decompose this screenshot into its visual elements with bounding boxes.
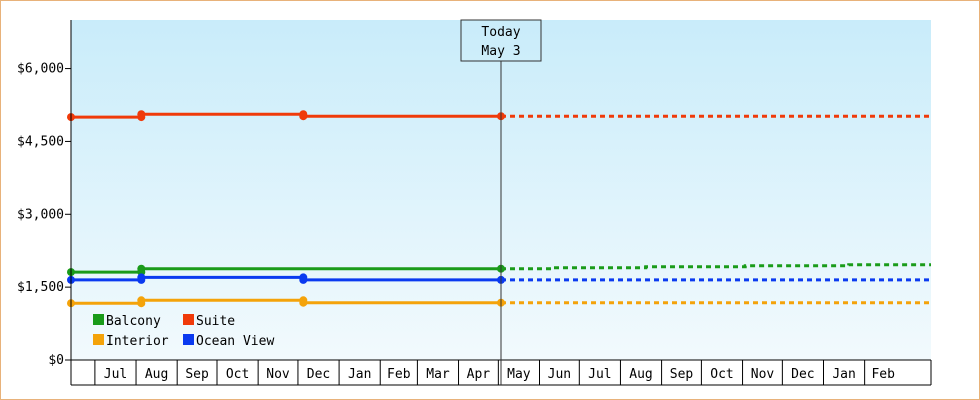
series-line-ocean-view: [71, 275, 501, 282]
series-line-suite: [71, 112, 501, 119]
month-label: Oct: [226, 367, 249, 382]
y-tick-label: $3,000: [17, 207, 64, 222]
month-label: Mar: [426, 367, 450, 382]
month-label: Nov: [266, 367, 290, 382]
legend-label-ocean-view: Ocean View: [196, 334, 274, 349]
month-label: Jan: [348, 367, 371, 382]
legend-swatch-ocean-view: [183, 334, 194, 345]
data-point: [299, 275, 308, 284]
series-line-interior: [71, 298, 501, 305]
month-label: Dec: [307, 367, 330, 382]
month-axis: Jul Aug Sep Oct Nov Dec Jan Feb Mar Apr May Jun Jul A…: [71, 360, 932, 386]
today-label-line1: Today: [481, 25, 520, 40]
series-ocean-view: [67, 273, 931, 284]
legend-label-interior: Interior: [106, 334, 169, 349]
legend-swatch-suite: [183, 314, 194, 325]
data-point: [137, 264, 146, 273]
legend-label-suite: Suite: [196, 314, 235, 329]
series-forecast-balcony: [501, 263, 931, 271]
data-point: [137, 296, 146, 305]
month-label: Apr: [467, 367, 491, 382]
legend-label-balcony: Balcony: [106, 314, 161, 329]
month-label: Oct: [710, 367, 733, 382]
legend-swatch-interior: [93, 334, 104, 345]
y-tick-label: $1,500: [17, 280, 64, 295]
data-point: [299, 112, 308, 121]
legend-swatch-balcony: [93, 314, 104, 325]
y-tick-label: $6,000: [17, 62, 64, 77]
month-label: Sep: [185, 367, 209, 382]
y-tick-label: $4,500: [17, 134, 64, 149]
month-label: Feb: [387, 367, 411, 382]
month-label: Jan: [832, 367, 855, 382]
data-point: [137, 273, 146, 282]
month-label: Dec: [791, 367, 814, 382]
month-label: Nov: [751, 367, 775, 382]
month-label: Aug: [145, 367, 168, 382]
month-label: Sep: [670, 367, 694, 382]
y-tick-label: $0: [48, 353, 64, 368]
month-label: Jun: [548, 367, 571, 382]
today-label-line2: May 3: [481, 44, 520, 59]
today-label-box: [460, 19, 542, 62]
month-label: Aug: [629, 367, 652, 382]
data-point: [137, 110, 146, 119]
month-label: Jul: [104, 367, 127, 382]
data-point: [299, 298, 308, 307]
month-label: Feb: [871, 367, 895, 382]
legend: Balcony Suite Interior Ocean View: [93, 314, 274, 349]
month-label: May: [507, 367, 531, 382]
month-label: Jul: [588, 367, 611, 382]
